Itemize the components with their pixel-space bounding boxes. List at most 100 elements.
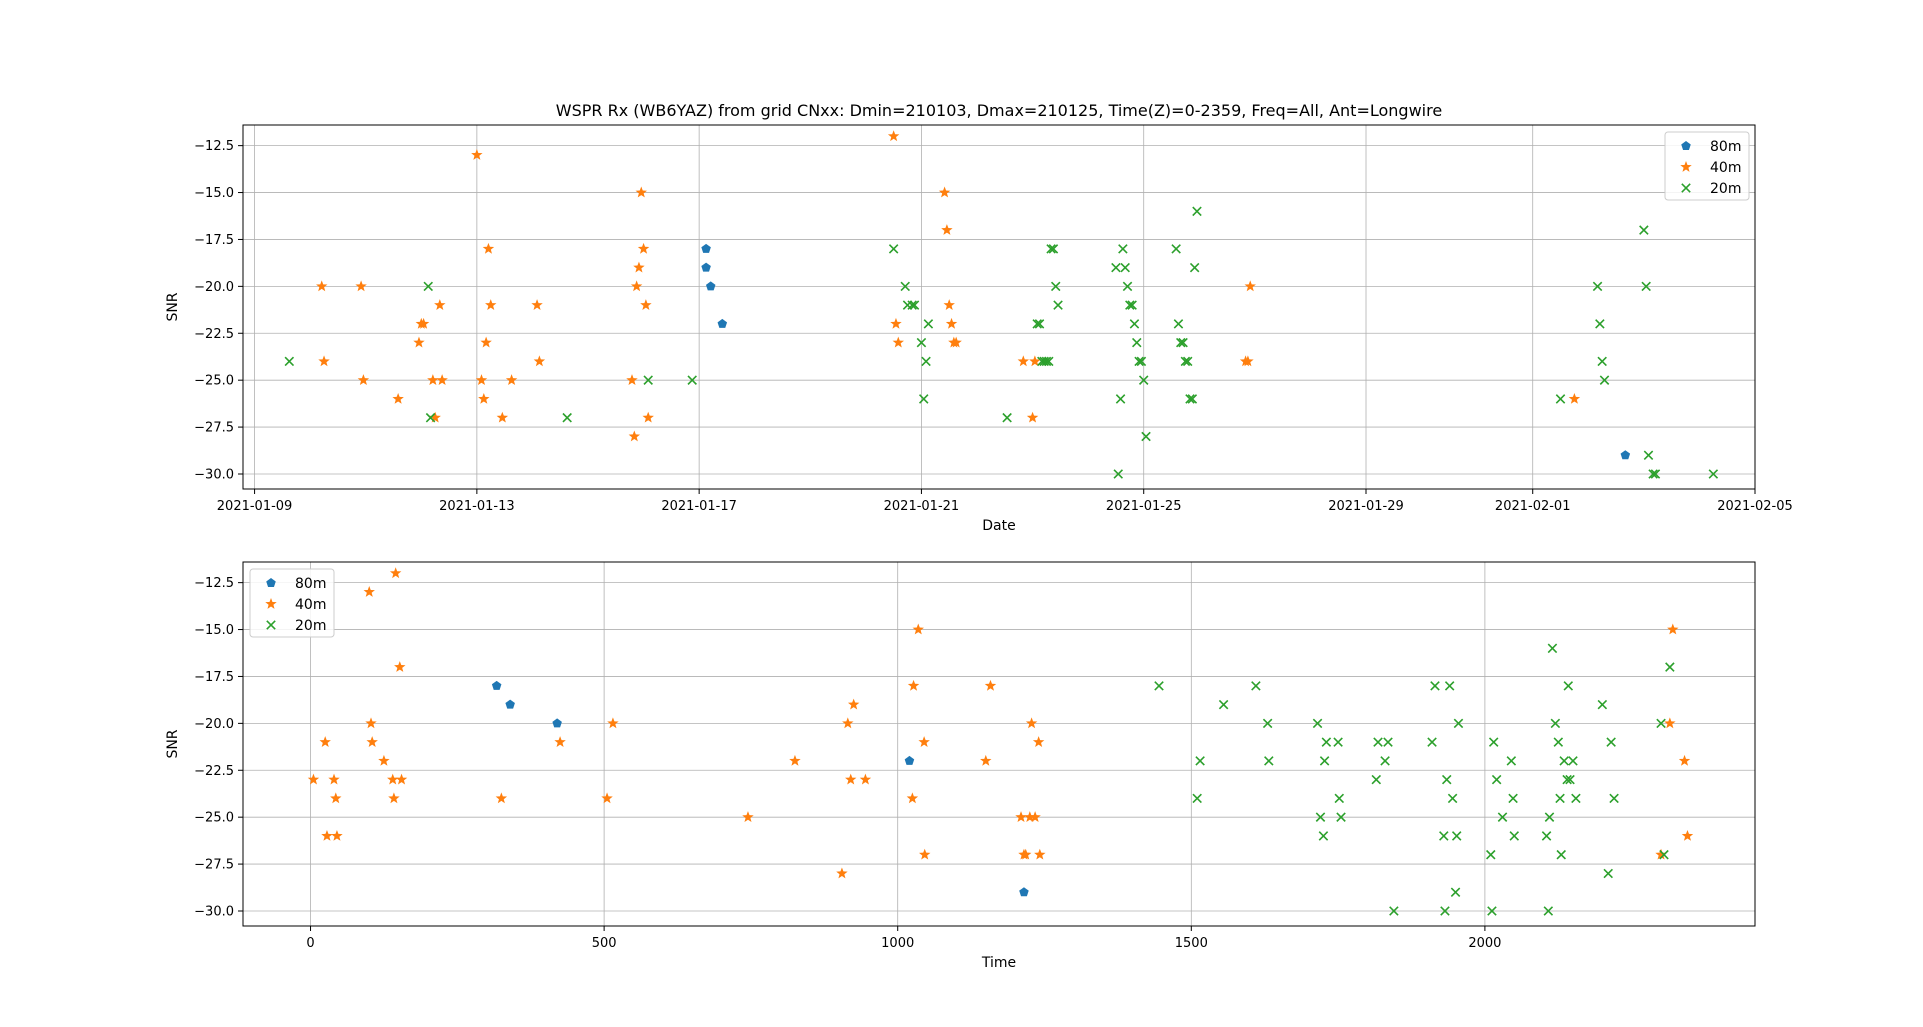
point-40m — [601, 792, 613, 804]
point-20m — [1192, 206, 1202, 217]
point-40m — [918, 736, 930, 747]
legend-label-40m: 40m — [295, 597, 326, 613]
y-tick-label: −30.0 — [194, 904, 234, 919]
point-20m — [1389, 906, 1399, 916]
legend-marker-40m — [1680, 161, 1692, 172]
point-20m — [1383, 737, 1393, 747]
point-40m — [938, 186, 951, 198]
legend-marker-20m — [266, 620, 276, 630]
point-40m — [1244, 280, 1256, 292]
point-20m — [1506, 756, 1517, 766]
point-40m — [392, 392, 404, 404]
point-20m — [907, 300, 917, 310]
point-20m — [284, 356, 295, 367]
point-20m — [1046, 244, 1056, 254]
point-20m — [1044, 356, 1054, 367]
point-40m — [842, 717, 854, 729]
legend-marker-80m — [1681, 141, 1691, 151]
point-20m — [687, 375, 697, 385]
point-40m — [742, 811, 754, 823]
legend-label-40m: 40m — [1710, 160, 1741, 176]
point-20m — [1440, 906, 1450, 916]
y-tick-label: −27.5 — [194, 858, 234, 873]
point-20m — [1218, 699, 1229, 710]
point-20m — [425, 412, 436, 423]
point-20m — [923, 319, 934, 329]
point-40m — [950, 336, 962, 348]
point-20m — [918, 394, 929, 404]
point-40m — [640, 299, 652, 310]
point-20m — [1453, 718, 1464, 729]
point-40m — [628, 430, 641, 442]
time-chart-grid — [243, 562, 1755, 926]
point-20m — [1115, 394, 1126, 404]
point-40m — [319, 736, 331, 747]
point-20m — [1125, 300, 1135, 310]
x-tick-label: 2021-01-21 — [884, 499, 960, 514]
point-20m — [916, 337, 927, 348]
point-20m — [1118, 244, 1128, 254]
point-20m — [1556, 849, 1566, 860]
y-tick-label: −25.0 — [194, 811, 234, 826]
point-80m — [705, 281, 716, 291]
point-40m — [630, 280, 643, 292]
point-40m — [316, 280, 328, 292]
point-40m — [471, 149, 483, 160]
x-tick-label: 1500 — [1175, 936, 1208, 951]
point-20m — [423, 281, 434, 292]
point-40m — [626, 374, 638, 386]
point-40m — [635, 186, 647, 198]
y-tick-label: −22.5 — [194, 764, 234, 779]
point-40m — [436, 374, 448, 386]
point-40m — [531, 299, 543, 310]
point-40m — [945, 317, 958, 329]
point-20m — [1563, 681, 1574, 691]
point-20m — [1592, 281, 1603, 292]
y-tick-label: −20.0 — [194, 280, 234, 295]
point-20m — [1141, 431, 1151, 442]
x-tick-label: 2021-01-13 — [439, 499, 515, 514]
point-20m — [1597, 699, 1608, 710]
point-20m — [1111, 262, 1121, 273]
point-40m — [642, 411, 654, 423]
point-20m — [1333, 737, 1343, 747]
point-20m — [1487, 906, 1497, 916]
point-40m — [365, 717, 377, 729]
point-40m — [330, 792, 342, 804]
point-40m — [355, 280, 367, 292]
x-tick-label: 1000 — [881, 936, 914, 951]
point-40m — [1029, 355, 1041, 367]
legend-label-80m: 80m — [295, 576, 326, 592]
point-20m — [1173, 319, 1184, 329]
point-20m — [1048, 244, 1059, 254]
point-40m — [482, 242, 495, 254]
point-20m — [1113, 469, 1124, 479]
point-20m — [1120, 262, 1130, 273]
point-40m — [892, 336, 904, 348]
point-20m — [1171, 244, 1181, 254]
point-20m — [1373, 737, 1383, 747]
point-20m — [1555, 793, 1565, 804]
legend-marker-80m — [266, 578, 276, 588]
point-40m — [533, 355, 546, 367]
point-40m — [387, 773, 399, 785]
point-80m — [701, 243, 711, 253]
point-40m — [307, 773, 320, 785]
point-20m — [643, 375, 653, 385]
point-20m — [1251, 681, 1261, 691]
point-40m — [478, 392, 490, 404]
point-40m — [429, 411, 441, 423]
point-20m — [1334, 793, 1345, 804]
point-40m — [357, 374, 370, 386]
point-80m — [904, 755, 915, 765]
point-20m — [1427, 737, 1437, 747]
x-tick-label: 2021-01-17 — [661, 499, 737, 514]
point-40m — [417, 317, 430, 329]
point-40m — [1015, 811, 1027, 823]
point-20m — [1154, 681, 1164, 691]
y-tick-label: −17.5 — [194, 233, 234, 248]
point-40m — [495, 792, 508, 804]
point-40m — [1026, 411, 1039, 423]
chart-title: WSPR Rx (WB6YAZ) from grid CNxx: Dmin=21… — [556, 101, 1442, 120]
